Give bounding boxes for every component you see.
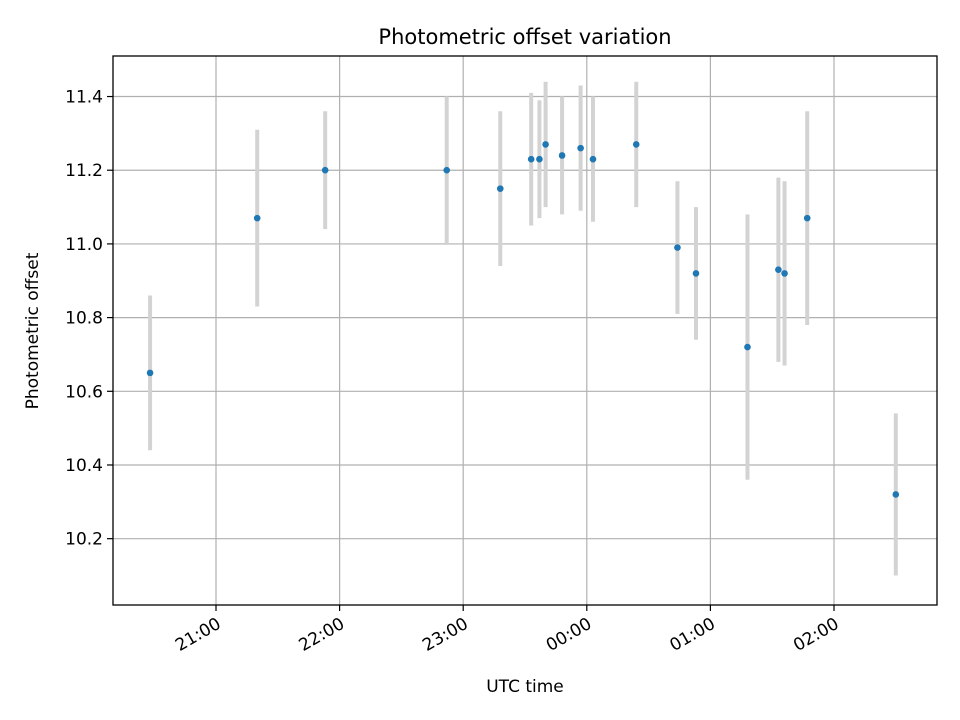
chart-title: Photometric offset variation	[378, 25, 671, 49]
data-point	[496, 185, 504, 192]
data-point	[781, 270, 788, 277]
data-point	[589, 155, 597, 163]
data-point	[692, 270, 700, 277]
data-point	[146, 369, 154, 377]
y-tick-label: 10.6	[65, 382, 103, 402]
data-point	[577, 144, 584, 152]
plot-frame	[112, 55, 938, 606]
data-point	[744, 343, 751, 351]
grid-layer	[113, 56, 937, 605]
data-point	[775, 266, 782, 274]
data-point	[536, 155, 543, 163]
data-point	[674, 244, 681, 251]
data-point	[253, 214, 261, 222]
y-tick-label: 10.4	[65, 456, 103, 476]
data-point	[527, 155, 535, 163]
y-tick-label: 10.8	[65, 309, 103, 329]
y-axis-label: Photometric offset	[23, 252, 43, 409]
data-point	[892, 491, 900, 498]
data-point	[321, 166, 329, 174]
data-point	[558, 152, 566, 159]
data-point	[632, 141, 640, 148]
data-point	[542, 141, 549, 148]
data-point	[803, 214, 811, 222]
y-tick-label: 11.2	[65, 161, 103, 181]
y-tick-label: 11.0	[65, 235, 103, 255]
y-tick-label: 10.2	[65, 530, 103, 550]
x-axis-label: UTC time	[486, 677, 564, 697]
y-tick-label: 11.4	[65, 88, 103, 108]
data-point	[443, 166, 451, 174]
point-layer	[146, 141, 900, 498]
